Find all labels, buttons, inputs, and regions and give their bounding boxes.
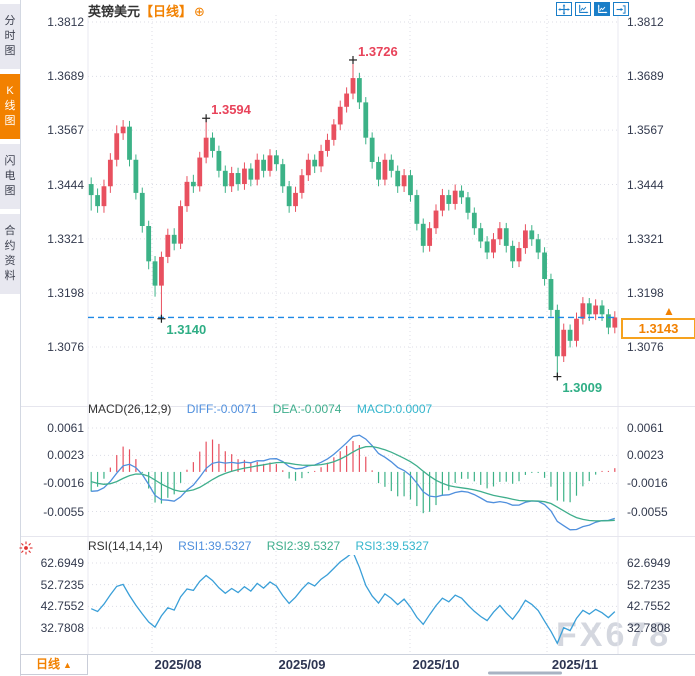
macd-axis-label-l: -0.0016	[43, 476, 84, 491]
sidebar-item-char: 约	[4, 240, 16, 252]
price-axis-label-r: 1.3689	[627, 69, 664, 84]
rsi-axis-label-r: 32.7808	[627, 621, 671, 635]
price-axis-label-r: 1.3567	[627, 123, 664, 138]
axis-scale-icon[interactable]	[575, 2, 591, 16]
extreme-marker	[157, 314, 166, 323]
sidebar-item-char: 闪	[4, 155, 16, 167]
macd-axis-label-r: 0.0023	[627, 448, 664, 463]
x-axis-label: 2025/09	[278, 657, 326, 672]
axis-scale-active-icon[interactable]	[594, 2, 610, 16]
high-annotation: 1.3726	[358, 43, 398, 59]
price-axis-label-l: 1.3076	[47, 340, 84, 354]
symbol-name: 英镑美元	[88, 4, 141, 19]
rsi-axis-label-l: 62.6949	[40, 556, 84, 570]
rsi2-value: RSI2:39.5327	[266, 539, 341, 553]
sidebar-item-2[interactable]: 闪电图	[0, 144, 20, 209]
sidebar-item-char: 线	[4, 100, 16, 112]
x-axis-label: 2025/08	[154, 657, 202, 672]
rsi-header: RSI(14,14,14) RSI1:39.5327 RSI2:39.5327 …	[88, 539, 441, 553]
add-indicator-icon[interactable]: ⊕	[194, 4, 205, 19]
period-tag[interactable]: 【日线】	[140, 4, 193, 19]
sidebar-item-char: 时	[4, 30, 16, 42]
sidebar-item-char: 图	[4, 45, 16, 57]
price-axis-label-r: 1.3812	[627, 15, 664, 29]
current-price-tag: 1.3143	[621, 318, 695, 339]
x-axis-label: 2025/11	[551, 657, 599, 672]
price-axis-label-r: 1.3444	[627, 177, 664, 192]
macd-panel	[90, 434, 616, 531]
price-axis-label-r: 1.3321	[627, 231, 664, 246]
price-axis-label-l: 1.3689	[47, 69, 84, 84]
sidebar-item-char: 资	[4, 255, 16, 267]
price-axis-label-l: 1.3321	[47, 231, 84, 246]
extreme-marker	[553, 372, 562, 381]
price-axis-label-r: 1.3076	[627, 340, 664, 354]
x-axis-label: 2025/10	[412, 657, 460, 672]
price-axis-label-l: 1.3444	[47, 177, 84, 192]
low-annotation: 1.3009	[562, 379, 603, 395]
sidebar-item-char: 电	[4, 170, 16, 182]
macd-axis-label-l: 0.0023	[47, 448, 84, 463]
rsi-axis-label-l: 42.7552	[40, 599, 84, 614]
macd-axis-label-l: -0.0055	[43, 504, 84, 519]
macd-diff-value: DIFF:-0.0071	[186, 402, 258, 416]
chart-title: 英镑美元【日线】 ⊕	[88, 1, 205, 19]
extreme-marker	[202, 114, 211, 123]
sidebar-item-char: 图	[4, 115, 16, 127]
pan-crosshair-icon[interactable]	[556, 2, 572, 16]
macd-title: MACD(26,12,9)	[88, 402, 172, 416]
sidebar-item-3[interactable]: 合约资料	[0, 214, 20, 294]
macd-axis-label-r: 0.0061	[627, 421, 664, 435]
period-selector[interactable]: 日线 ▲	[20, 654, 88, 675]
rsi1-value: RSI1:39.5327	[178, 539, 252, 553]
sidebar-item-char: 图	[4, 185, 16, 197]
rsi-axis-label-l: 52.7235	[40, 577, 84, 592]
rsi3-value: RSI3:39.5327	[355, 539, 429, 553]
macd-dea-line	[91, 445, 615, 522]
rsi-flash-icon	[19, 541, 33, 560]
sidebar-item-char: 合	[4, 225, 16, 237]
price-up-arrow-icon: ▲	[663, 304, 675, 318]
rsi-title: RSI(14,14,14)	[88, 539, 163, 553]
chart-toolbar	[556, 2, 629, 16]
price-axis-label-r: 1.3198	[627, 286, 664, 301]
price-axis-label-l: 1.3198	[47, 286, 84, 301]
macd-dea-value: DEA:-0.0074	[272, 402, 342, 416]
low-annotation: 1.3140	[166, 321, 207, 337]
gridlines	[20, 15, 695, 675]
macd-diff-line	[91, 434, 615, 531]
macd-macd-value: MACD:0.0007	[356, 402, 433, 416]
rsi-axis-label-r: 42.7552	[627, 599, 671, 614]
rsi-axis-label-l: 32.7808	[40, 621, 84, 635]
rsi-panel	[90, 555, 616, 645]
price-axis-label-l: 1.3812	[47, 15, 84, 29]
price-axis-label-l: 1.3567	[47, 123, 84, 138]
rsi-line	[90, 555, 616, 645]
extreme-marker	[349, 55, 357, 64]
macd-axis-label-l: 0.0061	[47, 421, 84, 435]
exit-icon[interactable]	[613, 2, 629, 16]
sidebar-item-char: K	[6, 85, 14, 97]
macd-header: MACD(26,12,9) DIFF:-0.0071 DEA:-0.0074 M…	[88, 402, 444, 416]
high-annotation: 1.3594	[211, 102, 251, 118]
sidebar-item-char: 料	[4, 270, 16, 282]
rsi-axis-label-r: 52.7235	[627, 577, 671, 592]
macd-axis-label-r: -0.0055	[627, 504, 668, 519]
arrow-up-icon: ▲	[63, 660, 72, 670]
sidebar-item-char: 分	[4, 15, 16, 27]
candlestick-series	[88, 59, 618, 377]
period-selector-label: 日线	[36, 657, 61, 671]
rsi-axis-label-r: 62.6949	[627, 556, 671, 570]
sidebar-item-0[interactable]: 分时图	[0, 4, 20, 69]
macd-axis-label-r: -0.0016	[627, 476, 668, 491]
